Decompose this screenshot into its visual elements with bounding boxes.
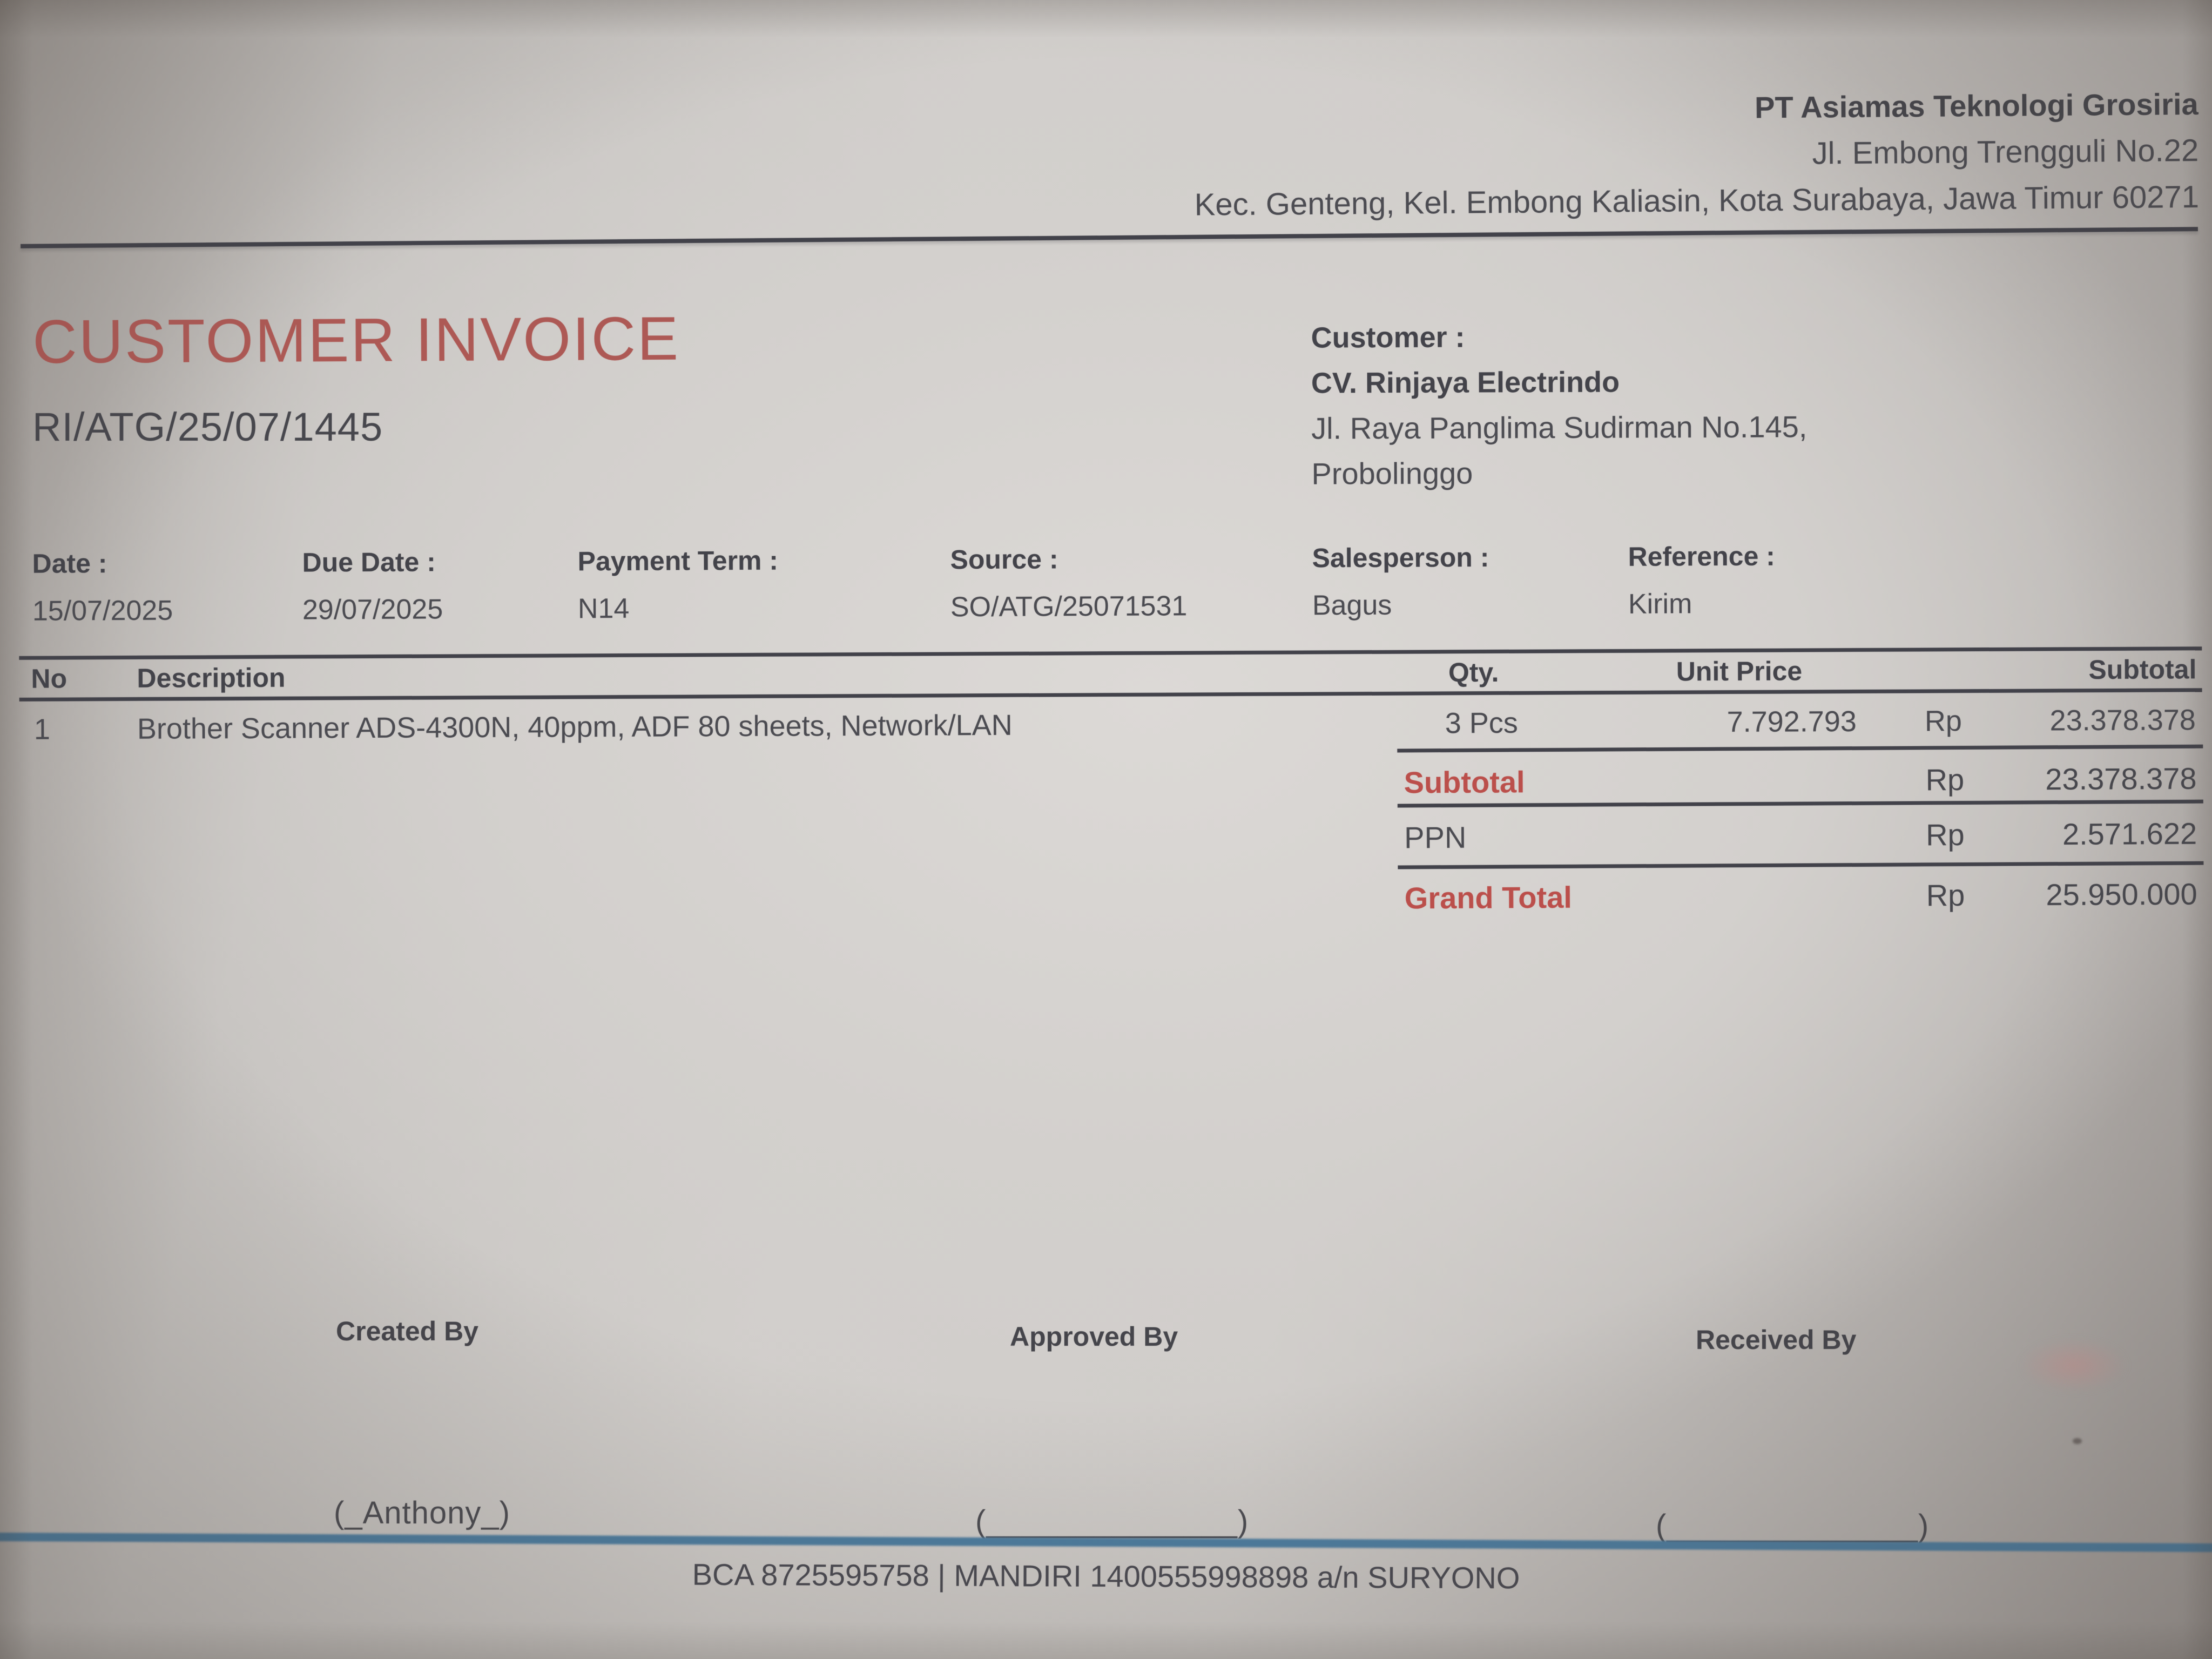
date-label: Date :: [32, 548, 107, 579]
bank-account-info: BCA 8725595758 | MANDIRI 1400555998898 a…: [692, 1557, 1520, 1595]
col-header-unit-price: Unit Price: [1676, 656, 1803, 687]
item-row-description: Brother Scanner ADS-4300N, 40ppm, ADF 80…: [137, 709, 1013, 745]
grand-total-currency: Rp: [1926, 878, 1965, 913]
reference-label: Reference :: [1628, 541, 1775, 572]
ppn-value: 2.571.622: [2062, 816, 2197, 852]
col-header-no: No: [31, 663, 68, 694]
grand-total-label: Grand Total: [1404, 880, 1572, 915]
totals-divider-line: [1398, 861, 2204, 869]
totals-divider-line: [1397, 799, 2203, 808]
source-value: SO/ATG/25071531: [950, 590, 1188, 623]
header-divider-line: [21, 227, 2198, 248]
ppn-label: PPN: [1404, 820, 1467, 855]
col-header-description: Description: [137, 662, 286, 693]
grand-total-value: 25.950.000: [2046, 876, 2197, 912]
company-header: PT Asiamas Teknologi Grosiria Jl. Embong…: [1193, 81, 2199, 228]
item-row-unit-price: 7.792.793: [1727, 705, 1857, 739]
col-header-qty: Qty.: [1448, 657, 1499, 688]
company-name: PT Asiamas Teknologi Grosiria: [1754, 87, 2198, 125]
subtotal-label: Subtotal: [1404, 765, 1525, 800]
item-row-currency: Rp: [1924, 705, 1963, 738]
created-by-signee: (_Anthony_): [334, 1495, 510, 1530]
reference-value: Kirim: [1628, 588, 1692, 620]
salesperson-value: Bagus: [1312, 589, 1392, 622]
field-payment-term: Payment Term : N14: [577, 545, 778, 625]
payment-term-label: Payment Term :: [577, 545, 779, 577]
table-header-line: [19, 688, 2202, 702]
subtotal-value: 23.378.378: [2045, 761, 2197, 797]
created-by-label: Created By: [336, 1316, 478, 1346]
item-row-qty: 3 Pcs: [1445, 706, 1518, 740]
customer-address-line2: Probolinggo: [1311, 456, 1473, 491]
customer-address-line1: Jl. Raya Panglima Sudirman No.145,: [1311, 409, 1808, 446]
approved-by-label: Approved By: [1010, 1321, 1178, 1352]
customer-name: CV. Rinjaya Electrindo: [1311, 366, 1620, 400]
date-value: 15/07/2025: [32, 595, 173, 627]
due-date-label: Due Date :: [302, 547, 436, 578]
received-by-label: Received By: [1696, 1325, 1857, 1355]
ppn-currency: Rp: [1925, 817, 1965, 852]
col-header-subtotal: Subtotal: [2088, 654, 2197, 685]
customer-block: Customer : CV. Rinjaya Electrindo Jl. Ra…: [1311, 313, 1807, 496]
approved-by-signature-blank: (______________): [975, 1504, 1249, 1539]
source-label: Source :: [950, 544, 1058, 575]
table-top-line: [19, 646, 2202, 660]
field-salesperson: Salesperson : Bagus: [1312, 542, 1489, 621]
due-date-value: 29/07/2025: [302, 594, 443, 626]
field-date: Date : 15/07/2025: [32, 548, 173, 627]
item-row-no: 1: [33, 713, 51, 746]
subtotal-currency: Rp: [1925, 762, 1965, 797]
field-due-date: Due Date : 29/07/2025: [302, 546, 443, 625]
field-source: Source : SO/ATG/25071531: [950, 543, 1187, 623]
payment-term-value: N14: [577, 592, 630, 625]
photo-smudge: [2020, 1338, 2128, 1392]
salesperson-label: Salesperson :: [1312, 542, 1489, 574]
photo-dust-speck: [2073, 1438, 2082, 1444]
received-by-signature-blank: (______________): [1656, 1508, 1930, 1543]
totals-divider-line: [1397, 744, 2203, 753]
company-address-line2: Kec. Genteng, Kel. Embong Kaliasin, Kota…: [1194, 179, 2199, 222]
invoice-number: RI/ATG/25/07/1445: [32, 404, 383, 449]
customer-label: Customer :: [1311, 321, 1465, 354]
company-address-line1: Jl. Embong Trengguli No.22: [1811, 133, 2199, 171]
invoice-title: CUSTOMER INVOICE: [32, 304, 680, 376]
field-reference: Reference : Kirim: [1628, 541, 1775, 620]
item-row-subtotal: 23.378.378: [2049, 704, 2196, 737]
